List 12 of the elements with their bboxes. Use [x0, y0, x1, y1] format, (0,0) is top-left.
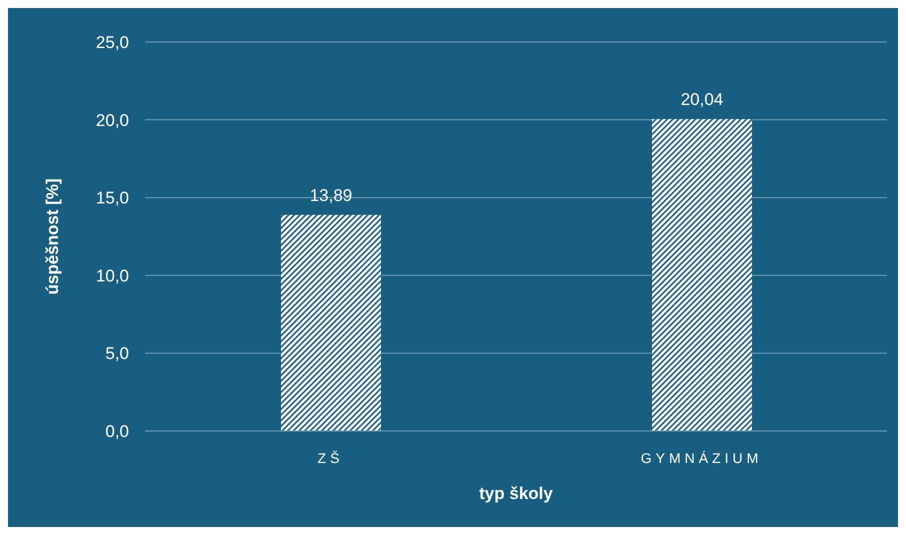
y-tick-label: 0,0 [105, 422, 129, 442]
data-label: 20,04 [680, 90, 724, 110]
y-tick-label: 20,0 [96, 110, 129, 130]
data-label: 13,89 [310, 186, 352, 205]
y-tick-label: 15,0 [96, 188, 129, 208]
y-tick-label: 5,0 [105, 344, 129, 364]
y-tick-label: 10,0 [96, 266, 129, 286]
x-tick-label: GYMNÁZIUM [640, 450, 762, 466]
x-axis-title: typ školy [479, 484, 554, 503]
y-axis-title: úspěšnost [%] [43, 178, 62, 295]
y-tick-label: 25,0 [96, 33, 129, 52]
x-tick-label: ZŠ [318, 450, 344, 466]
